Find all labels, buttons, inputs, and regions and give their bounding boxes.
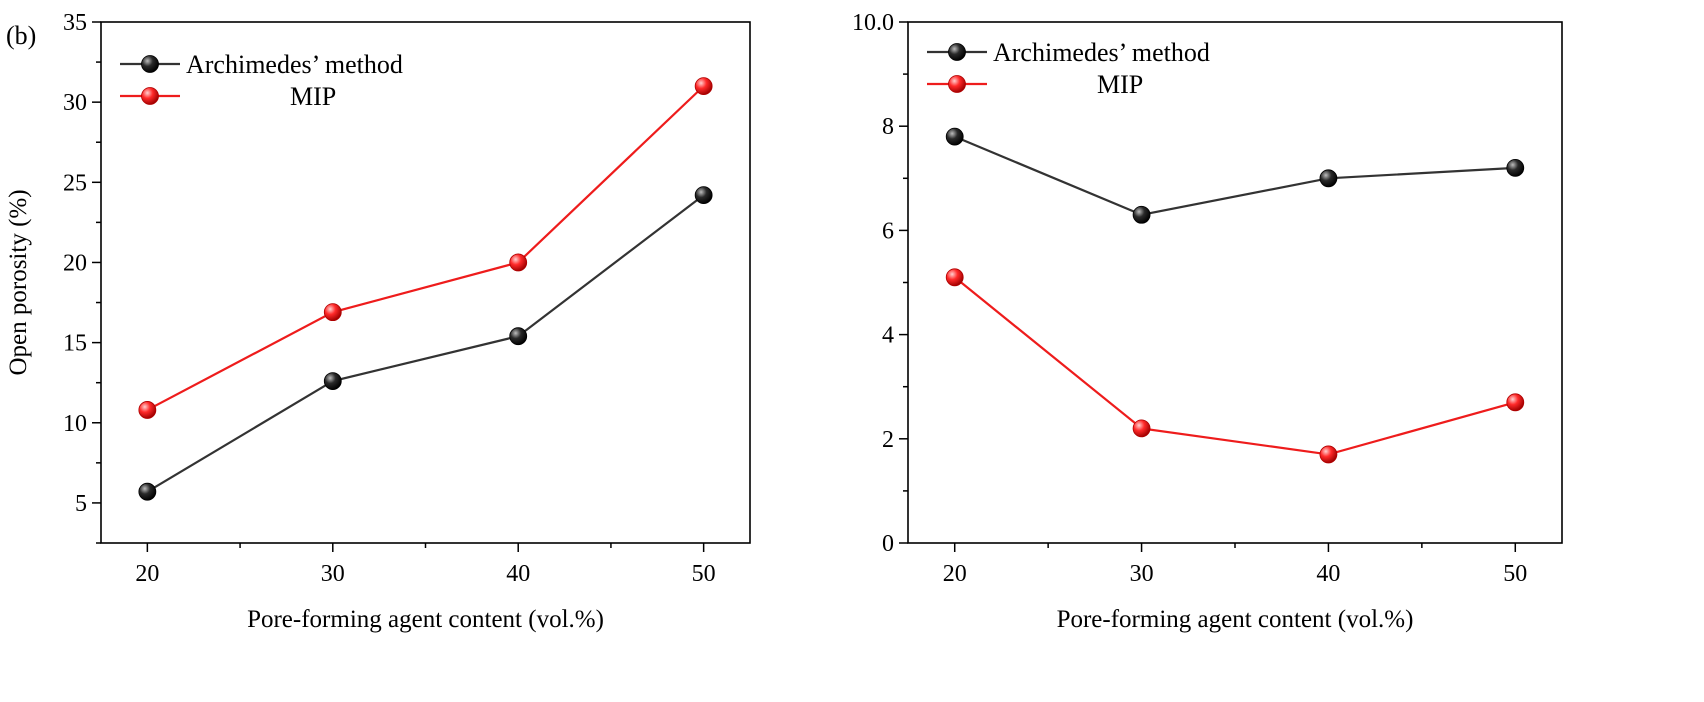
chart-c-svg: 20 30 40 50 0 2 4 6 8 10.0 Pore-forming agent cont… <box>814 10 1563 633</box>
x-tick-label: 20 <box>135 561 159 587</box>
data-point-mip <box>1132 419 1151 438</box>
data-point-archimedes <box>509 327 528 346</box>
y-axis-title: Open porosity (%) <box>5 189 32 375</box>
plot-frame <box>907 21 1563 544</box>
y-tick-label: 4 <box>882 323 894 349</box>
plot-frame <box>100 21 751 544</box>
x-axis-title: Pore-forming agent content (vol.%) <box>1057 606 1414 633</box>
legend-marker <box>948 43 966 61</box>
y-tick-label: 30 <box>63 90 87 116</box>
panel-label: (b) <box>6 21 36 50</box>
data-point-archimedes <box>1132 205 1151 224</box>
y-tick-label: 5 <box>75 491 87 517</box>
data-point-archimedes <box>323 372 342 390</box>
data-point-mip <box>1506 393 1525 412</box>
data-point-mip <box>694 77 713 96</box>
series-line-mip <box>146 85 705 411</box>
legend-marker <box>141 87 159 105</box>
series-line-archimedes <box>146 194 705 493</box>
y-tick-label: 35 <box>63 10 87 36</box>
y-tick-label: 8 <box>882 114 894 140</box>
x-tick-label: 50 <box>1503 561 1527 587</box>
y-tick-label: 20 <box>63 250 87 276</box>
y-tick-label: 6 <box>882 218 894 244</box>
data-point-mip <box>945 268 964 287</box>
legend-marker <box>141 55 159 73</box>
chart-panel-b: 20 30 40 50 5 10 15 20 25 30 35 Pore-forming agent … <box>0 0 852 697</box>
x-tick-label: 30 <box>321 561 345 587</box>
legend-label: Archimedes’ method <box>993 38 1210 67</box>
chart-b-svg: 20 30 40 50 5 10 15 20 25 30 35 Pore-forming agent … <box>5 10 751 633</box>
legend-label: MIP <box>290 82 336 111</box>
legend-marker <box>948 75 966 93</box>
data-point-mip <box>323 303 342 322</box>
data-point-mip <box>1319 445 1338 464</box>
data-point-archimedes <box>945 127 964 146</box>
chart-panel-c: 20 30 40 50 0 2 4 6 8 10.0 Pore-forming agent cont… <box>814 0 1704 697</box>
data-point-archimedes <box>1506 158 1525 177</box>
y-tick-label: 2 <box>882 427 894 453</box>
x-tick-label: 40 <box>1316 561 1340 587</box>
x-tick-label: 20 <box>943 561 967 587</box>
y-tick-label: 0 <box>882 531 894 557</box>
data-point-archimedes <box>1319 169 1338 188</box>
legend-label: MIP <box>1097 70 1143 99</box>
y-tick-label: 10.0 <box>852 10 894 36</box>
y-tick-label: 25 <box>63 170 87 196</box>
series-line-mip <box>954 276 1516 456</box>
data-point-mip <box>509 253 528 272</box>
series-line-archimedes <box>954 135 1516 216</box>
data-point-archimedes <box>138 482 157 501</box>
x-tick-label: 50 <box>692 561 716 587</box>
y-tick-label: 10 <box>63 411 87 437</box>
y-tick-label: 15 <box>63 331 87 357</box>
x-tick-label: 30 <box>1130 561 1154 587</box>
x-tick-label: 40 <box>506 561 530 587</box>
legend-label: Archimedes’ method <box>186 50 403 79</box>
data-point-mip <box>138 401 157 419</box>
data-point-archimedes <box>694 186 713 205</box>
x-axis-title: Pore-forming agent content (vol.%) <box>247 606 604 633</box>
